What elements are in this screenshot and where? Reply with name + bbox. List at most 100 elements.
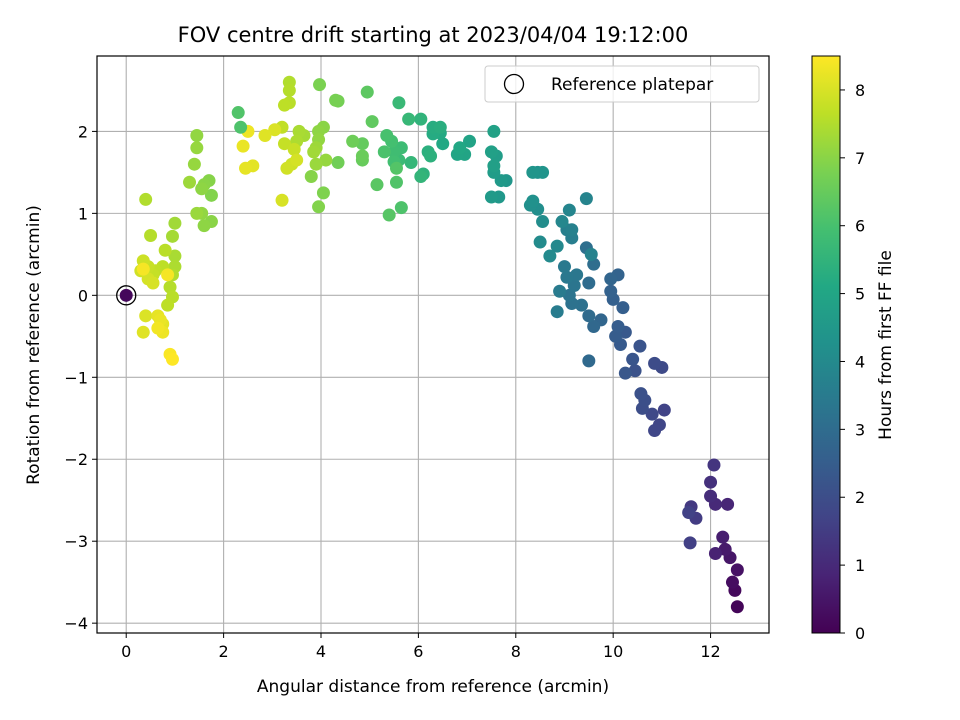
colorbar-tick-label: 4: [855, 352, 865, 371]
data-point: [234, 120, 248, 134]
data-point: [277, 98, 291, 112]
x-tick-label: 12: [700, 642, 720, 661]
data-point: [484, 190, 498, 204]
colorbar-tick-label: 7: [855, 149, 865, 168]
y-tick-label: −3: [64, 532, 88, 551]
reference-point-marker: [119, 288, 133, 302]
data-point: [721, 497, 735, 511]
data-point: [570, 268, 584, 282]
data-point: [236, 139, 250, 153]
data-point: [555, 215, 569, 229]
data-point: [453, 141, 467, 155]
data-point: [487, 124, 501, 138]
data-point: [268, 123, 282, 137]
data-point: [565, 223, 579, 237]
data-point: [309, 157, 323, 171]
colorbar-label: Hours from first FF file: [876, 250, 896, 440]
data-point: [136, 262, 150, 276]
data-point: [282, 83, 296, 97]
data-point: [582, 276, 596, 290]
data-point: [304, 169, 318, 183]
data-point: [360, 85, 374, 99]
data-point: [316, 186, 330, 200]
data-point: [526, 165, 540, 179]
data-point: [313, 78, 327, 92]
data-point: [683, 536, 697, 550]
x-axis-label: Angular distance from reference (arcmin): [257, 677, 609, 697]
colorbar-tick-label: 3: [855, 420, 865, 439]
data-point: [611, 319, 625, 333]
data-point: [536, 165, 550, 179]
data-point: [231, 106, 245, 120]
data-point: [190, 141, 204, 155]
data-point: [433, 120, 447, 134]
data-point: [312, 200, 326, 214]
data-point: [290, 153, 304, 167]
data-point: [414, 112, 428, 126]
data-point: [553, 284, 567, 298]
data-point: [404, 156, 418, 170]
data-point: [365, 115, 379, 129]
data-point: [195, 182, 209, 196]
data-point: [331, 156, 345, 170]
data-point: [151, 321, 165, 335]
colorbar-tick-label: 5: [855, 285, 865, 304]
data-point: [604, 284, 618, 298]
y-axis-label: Rotation from reference (arcmin): [24, 205, 44, 485]
data-point: [280, 161, 294, 175]
y-tick-label: −1: [64, 368, 88, 387]
data-point: [550, 239, 564, 253]
data-point: [287, 142, 301, 156]
data-point: [168, 216, 182, 230]
x-tick-label: 0: [121, 642, 131, 661]
data-point: [648, 424, 662, 438]
data-point: [550, 305, 564, 319]
data-point: [377, 145, 391, 159]
data-point: [165, 229, 179, 243]
data-point: [633, 339, 647, 353]
data-point: [387, 145, 401, 159]
data-point: [346, 134, 360, 148]
data-point: [533, 235, 547, 249]
data-point: [392, 96, 406, 110]
data-point: [536, 215, 550, 229]
plot-frame: [96, 55, 770, 634]
data-point: [730, 563, 744, 577]
y-tick-label: −4: [64, 614, 88, 633]
data-point: [161, 268, 175, 282]
data-point: [136, 325, 150, 339]
data-point: [355, 137, 369, 151]
data-point: [389, 175, 403, 189]
colorbar-ticks: 0 1 2 3 4 5 6 7 8: [840, 81, 865, 643]
data-point: [562, 203, 576, 217]
data-point: [307, 145, 321, 159]
data-point: [277, 137, 291, 151]
data-point: [543, 249, 557, 263]
legend-marker-icon: [503, 73, 525, 95]
data-point: [582, 354, 596, 368]
legend-label: Reference platepar: [551, 75, 713, 95]
data-point: [319, 153, 333, 167]
x-tick-label: 8: [511, 642, 521, 661]
data-point: [197, 219, 211, 233]
colorbar-tick-label: 6: [855, 217, 865, 236]
data-point: [704, 475, 718, 489]
data-point: [628, 364, 642, 378]
data-point: [582, 309, 596, 323]
data-point: [707, 458, 721, 472]
data-point: [187, 157, 201, 171]
data-point: [165, 352, 179, 366]
data-point: [158, 243, 172, 257]
x-tick-label: 2: [219, 642, 229, 661]
data-points: [134, 75, 744, 614]
data-point: [587, 257, 601, 271]
y-axis-ticks: −4 −3 −2 −1 0 1 2: [64, 122, 97, 633]
legend: Reference platepar: [484, 65, 760, 103]
data-point: [484, 145, 498, 159]
data-point: [708, 546, 722, 560]
legend-box: [484, 65, 760, 103]
reference-point: [116, 285, 137, 306]
data-point: [382, 208, 396, 222]
reference-point-ring: [116, 285, 137, 306]
y-tick-label: −2: [64, 450, 88, 469]
